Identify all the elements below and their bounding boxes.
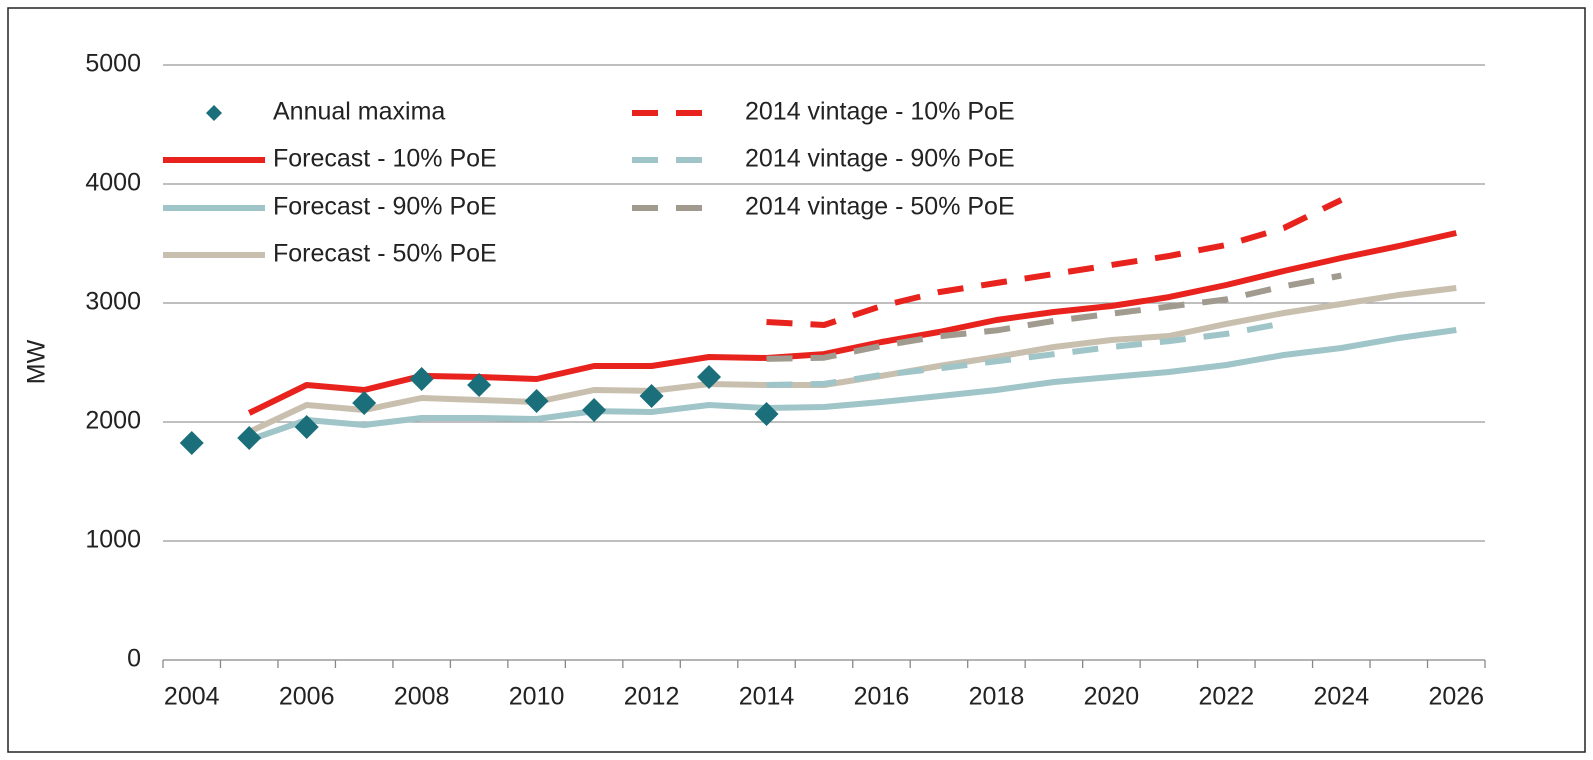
x-tick-label: 2010 [509,683,565,711]
legend-marker [206,105,222,121]
x-tick-label: 2016 [854,683,910,711]
x-tick-label: 2018 [969,683,1025,711]
marker [179,430,204,455]
y-tick-label: 1000 [85,526,141,554]
line [248,327,1457,443]
x-tick-label: 2022 [1199,683,1255,711]
y-tick-label: 3000 [85,288,141,316]
legend-label: 2014 vintage - 10% PoE [745,98,1015,126]
legend-label: 2014 vintage - 50% PoE [745,193,1015,221]
x-tick-label: 2008 [394,683,450,711]
marker [409,367,434,392]
y-tick-label: 5000 [85,50,141,78]
x-tick-label: 2014 [739,683,795,711]
marker [294,414,319,439]
legend-label: Forecast - 50% PoE [273,240,497,268]
y-tick-label: 4000 [85,169,141,197]
line [766,272,1342,362]
marker [524,389,549,414]
y-tick-label: 2000 [85,407,141,435]
line [247,230,1457,416]
x-tick-label: 2004 [164,683,220,711]
marker [697,365,722,390]
marker [237,425,262,450]
marker [582,397,607,422]
legend-label: Forecast - 10% PoE [273,145,497,173]
legend-label: Annual maxima [273,98,445,126]
frame [7,7,1586,753]
x-tick-label: 2012 [624,683,680,711]
line [247,285,1457,435]
legend-label: Forecast - 90% PoE [273,193,497,221]
legend-label: 2014 vintage - 90% PoE [745,145,1015,173]
marker [352,390,377,415]
marker [467,372,492,397]
x-tick-label: 2020 [1084,683,1140,711]
x-tick-label: 2006 [279,683,335,711]
marker [639,384,664,409]
x-tick-label: 2024 [1313,683,1369,711]
x-tick-label: 2026 [1428,683,1484,711]
marker [754,402,779,427]
y-axis-label: MW [23,339,51,384]
line [766,197,1343,328]
y-tick-label: 0 [127,645,141,673]
